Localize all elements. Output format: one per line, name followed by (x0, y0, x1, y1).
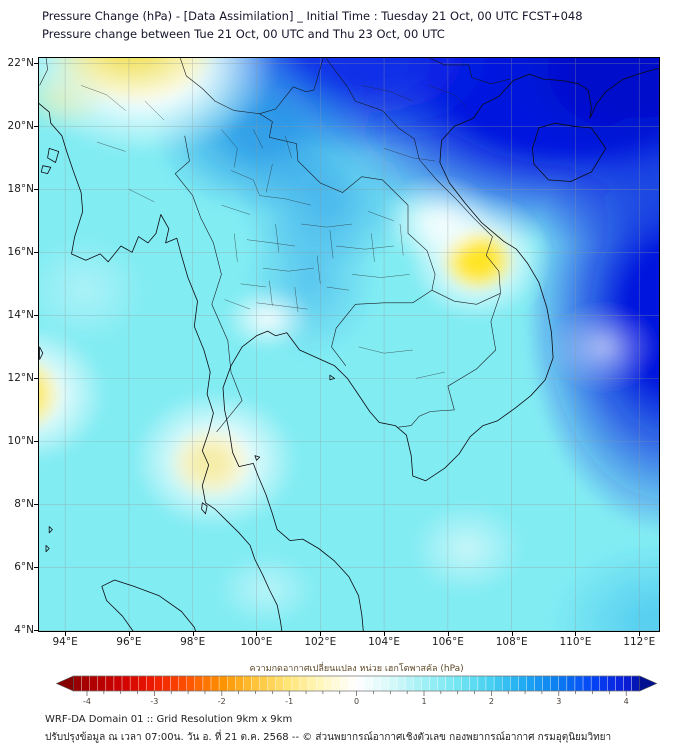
x-tick-label: 112°E (623, 636, 656, 648)
y-tick-mark (34, 252, 38, 254)
y-tick-mark (34, 126, 38, 128)
colorbar-title: ความกดอากาศเปลี่ยนแปลง หน่วย เฮกโตพาสคัล… (250, 661, 464, 674)
y-tick-label: 4°N (14, 624, 34, 637)
x-tick-mark (575, 632, 577, 636)
x-tick-label: 108°E (495, 636, 528, 648)
chart-title-line2: Pressure change between Tue 21 Oct, 00 U… (42, 27, 445, 41)
y-tick-label: 14°N (7, 309, 34, 322)
x-tick-label: 110°E (559, 636, 592, 648)
y-tick-label: 20°N (7, 120, 34, 133)
y-tick-mark (34, 378, 38, 380)
update-info-text: ปรับปรุงข้อมูล ณ เวลา 07:00น. วัน อ. ที่… (45, 732, 612, 743)
x-tick-mark (447, 632, 449, 636)
y-tick-mark (34, 630, 38, 632)
x-tick-label: 94°E (52, 636, 78, 648)
y-tick-label: 22°N (7, 57, 34, 70)
y-tick-mark (34, 189, 38, 191)
y-tick-mark (34, 315, 38, 317)
pressure-change-map (38, 57, 660, 632)
chart-title-block: Pressure Change (hPa) - [Data Assimilati… (42, 7, 583, 43)
x-tick-mark (639, 632, 641, 636)
domain-info-text: WRF-DA Domain 01 :: Grid Resolution 9km … (45, 714, 293, 725)
colorbar-tick-label: -3 (150, 697, 158, 706)
colorbar-tick-label: -4 (83, 697, 91, 706)
y-tick-mark (34, 63, 38, 65)
x-tick-mark (128, 632, 130, 636)
x-tick-label: 100°E (240, 636, 273, 648)
y-tick-label: 16°N (7, 246, 34, 259)
y-tick-label: 18°N (7, 183, 34, 196)
x-tick-mark (320, 632, 322, 636)
colorbar-tick-label: 1 (421, 697, 426, 706)
colorbar: -4 -3 -2 -1 0 1 2 3 4 ความกดอากาศเปลี่ยนแปลง หน่ว… (55, 661, 658, 706)
y-tick-label: 6°N (14, 561, 34, 574)
y-tick-label: 10°N (7, 435, 34, 448)
colorbar-tick-label: -1 (285, 697, 293, 706)
y-tick-label: 8°N (14, 498, 34, 511)
y-tick-mark (34, 567, 38, 569)
colorbar-tick-label: 2 (489, 697, 494, 706)
x-tick-label: 104°E (368, 636, 401, 648)
x-tick-mark (192, 632, 194, 636)
x-tick-mark (511, 632, 513, 636)
x-tick-label: 98°E (180, 636, 206, 648)
y-tick-mark (34, 441, 38, 443)
x-tick-mark (65, 632, 67, 636)
x-tick-mark (256, 632, 258, 636)
x-tick-label: 96°E (116, 636, 142, 648)
y-tick-label: 12°N (7, 372, 34, 385)
colorbar-tick-label: -2 (218, 697, 226, 706)
x-tick-label: 102°E (304, 636, 337, 648)
colorbar-tick-label: 3 (556, 697, 561, 706)
chart-title-line1: Pressure Change (hPa) - [Data Assimilati… (42, 9, 583, 23)
colorbar-tick-label: 0 (354, 697, 359, 706)
x-tick-mark (384, 632, 386, 636)
colorbar-tick-label: 4 (624, 697, 629, 706)
y-tick-mark (34, 504, 38, 506)
x-tick-label: 106°E (431, 636, 464, 648)
